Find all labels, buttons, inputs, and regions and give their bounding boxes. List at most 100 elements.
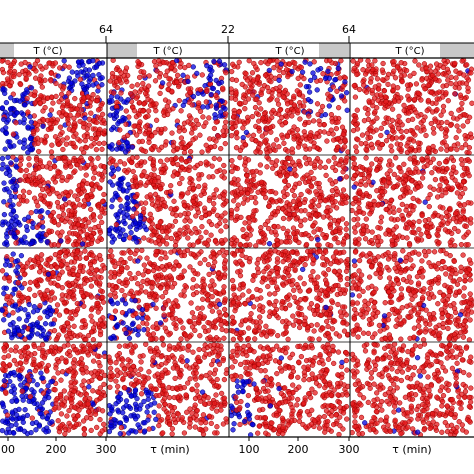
scatter-point-red xyxy=(283,280,290,286)
scatter-point-red xyxy=(308,273,314,280)
scatter-point-red xyxy=(333,205,340,211)
scatter-point-red xyxy=(294,281,300,288)
scatter-point-red xyxy=(206,174,212,180)
scatter-point-red xyxy=(131,123,137,129)
scatter-point-blue xyxy=(14,164,20,170)
scatter-point-red xyxy=(86,269,92,275)
scatter-point-red xyxy=(284,108,291,114)
scatter-point-blue xyxy=(85,82,92,89)
scatter-point-red xyxy=(136,112,142,118)
scatter-point-red xyxy=(55,242,61,248)
scatter-point-red xyxy=(294,88,300,94)
scatter-point-red xyxy=(58,377,64,383)
scatter-point-blue xyxy=(44,239,50,245)
scatter-point-red xyxy=(97,288,104,294)
scatter-point-blue xyxy=(8,179,14,185)
scatter-point-red xyxy=(63,249,69,256)
scatter-point-red xyxy=(246,58,252,64)
scatter-point-blue xyxy=(337,176,343,182)
scatter-point-red xyxy=(59,292,66,298)
scatter-point-red xyxy=(295,107,301,114)
scatter-point-red xyxy=(71,242,77,248)
scatter-point-blue xyxy=(151,409,157,415)
scatter-point-red xyxy=(322,371,329,377)
scatter-point-red xyxy=(222,237,228,243)
scatter-point-red xyxy=(195,100,202,106)
scatter-point-red xyxy=(32,61,38,67)
scatter-point-blue xyxy=(3,239,10,245)
scatter-point-red xyxy=(180,325,186,331)
scatter-point-blue xyxy=(323,304,329,311)
scatter-point-red xyxy=(282,365,289,371)
scatter-point-red xyxy=(260,253,267,259)
scatter-point-blue xyxy=(1,290,7,297)
scatter-point-red xyxy=(245,335,252,342)
scatter-point-red xyxy=(119,287,125,294)
scatter-point-red xyxy=(79,158,86,164)
scatter-point-red xyxy=(221,169,228,175)
scatter-point-red xyxy=(186,365,193,371)
scatter-point-blue xyxy=(40,332,46,338)
scatter-point-red xyxy=(179,358,186,365)
scatter-point-red xyxy=(334,188,341,195)
scatter-point-red xyxy=(218,145,224,152)
scatter-point-red xyxy=(297,288,303,294)
scatter-point-red xyxy=(121,250,127,256)
scatter-point-red xyxy=(309,407,315,413)
scatter-point-blue xyxy=(135,258,141,264)
scatter-point-red xyxy=(337,225,343,232)
scatter-point-red xyxy=(1,345,7,351)
scatter-point-red xyxy=(1,275,8,281)
scatter-point-red xyxy=(296,324,303,331)
scatter-point-red xyxy=(296,359,302,365)
scatter-point-blue xyxy=(46,304,53,311)
scatter-point-red xyxy=(293,216,299,222)
scatter-point-red xyxy=(101,140,107,146)
scatter-point-blue xyxy=(24,227,30,234)
scatter-point-red xyxy=(326,158,332,164)
scatter-point-red xyxy=(91,373,97,379)
scatter-point-red xyxy=(146,369,152,375)
scatter-point-red xyxy=(81,133,88,139)
scatter-point-red xyxy=(237,421,243,428)
scatter-point-red xyxy=(90,252,96,259)
scatter-point-red xyxy=(121,161,128,167)
scatter-point-red xyxy=(242,159,249,165)
scatter-point-blue xyxy=(113,401,119,407)
scatter-point-red xyxy=(161,312,167,318)
scatter-point-red xyxy=(71,404,78,410)
scatter-point-blue xyxy=(13,214,19,220)
scatter-point-blue xyxy=(326,103,332,109)
scatter-point-red xyxy=(181,231,187,237)
scatter-point-red xyxy=(230,61,236,67)
scatter-point-blue xyxy=(278,61,284,67)
scatter-point-red xyxy=(248,311,254,317)
scatter-point-blue xyxy=(335,65,341,72)
scatter-point-red xyxy=(129,155,136,161)
scatter-point-red xyxy=(79,289,85,296)
scatter-point-red xyxy=(214,424,220,430)
scatter-point-blue xyxy=(19,285,25,291)
scatter-point-red xyxy=(86,409,92,415)
scatter-point-red xyxy=(280,319,286,325)
scatter-point-red xyxy=(123,76,129,82)
scatter-point-red xyxy=(244,177,251,183)
scatter-point-red xyxy=(58,91,65,97)
scatter-point-red xyxy=(253,64,259,70)
scatter-point-red xyxy=(289,351,296,357)
scatter-point-red xyxy=(94,424,100,431)
scatter-point-red xyxy=(337,75,343,81)
scatter-point-blue xyxy=(235,389,242,395)
scatter-point-red xyxy=(260,353,266,359)
scatter-point-red xyxy=(46,228,52,234)
scatter-point-blue xyxy=(14,110,20,116)
scatter-point-red xyxy=(280,430,286,437)
scatter-point-blue xyxy=(121,99,127,105)
scatter-point-red xyxy=(216,156,223,162)
scatter-point-red xyxy=(84,291,90,297)
scatter-point-blue xyxy=(114,300,121,306)
scatter-point-blue xyxy=(342,79,348,85)
scatter-point-red xyxy=(73,421,80,428)
scatter-point-red xyxy=(92,164,98,171)
scatter-point-red xyxy=(199,72,205,78)
